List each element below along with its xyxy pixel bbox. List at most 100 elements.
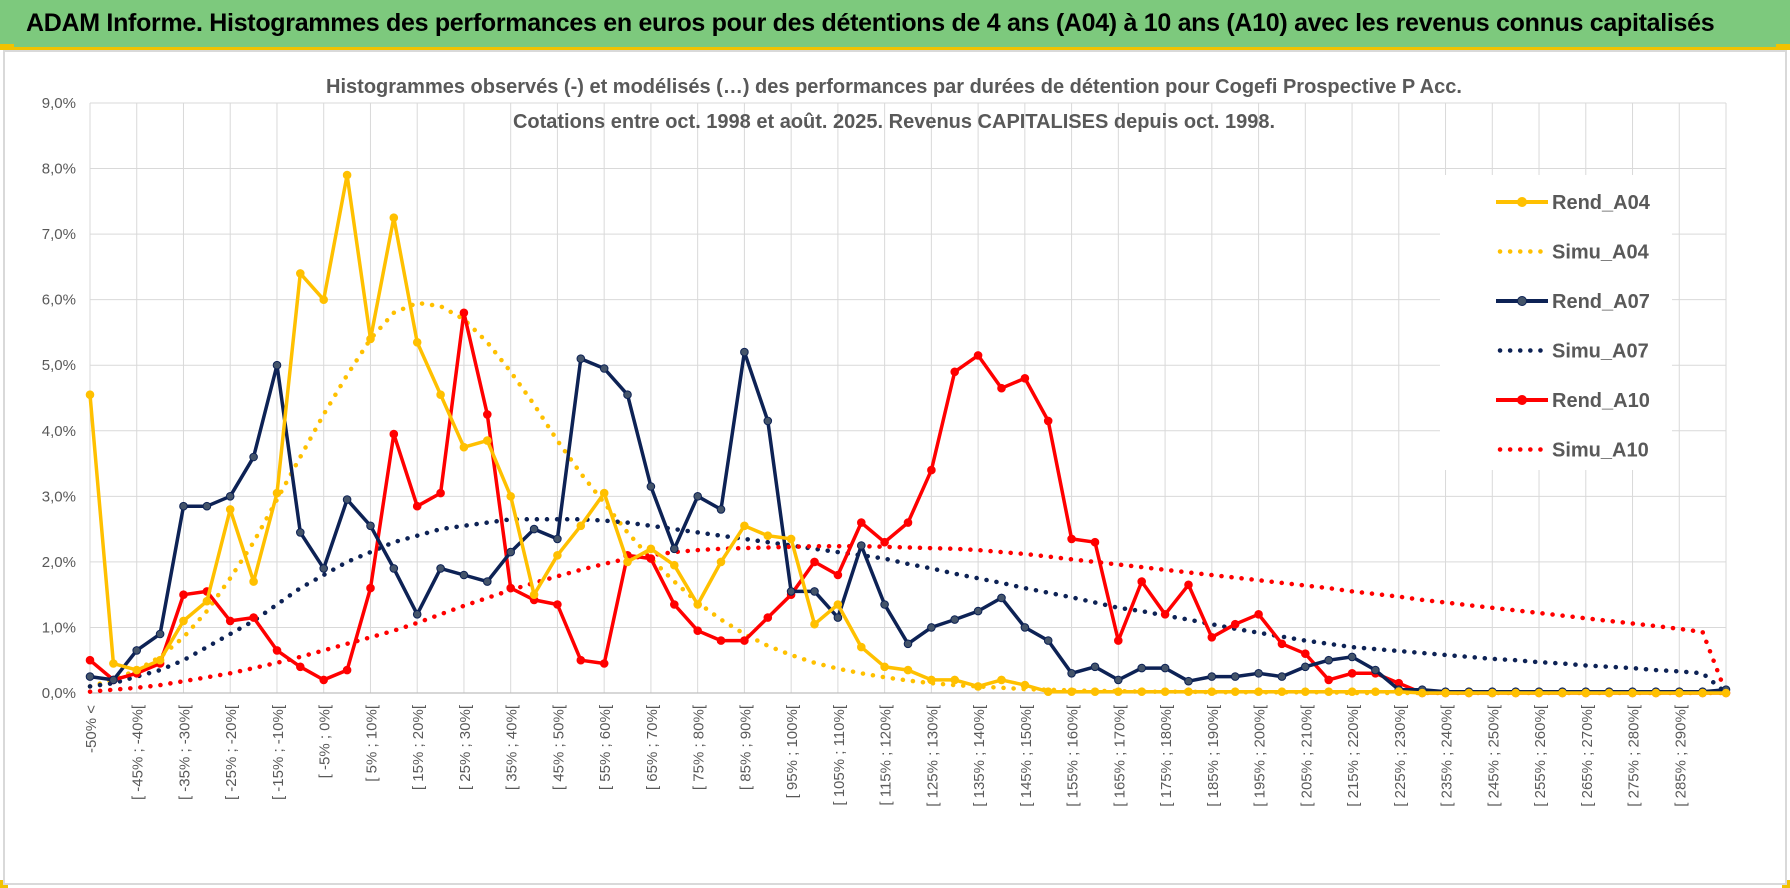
data-point — [1721, 688, 1731, 698]
data-point — [599, 488, 609, 498]
data-point — [459, 570, 469, 580]
y-tick-label: 9,0% — [42, 95, 76, 112]
data-point — [1651, 688, 1661, 698]
data-point — [483, 436, 492, 445]
data-point — [857, 541, 866, 550]
legend-label: Rend_A04 — [1552, 192, 1651, 214]
x-tick-label: [ 5% ; 10%[ — [363, 704, 380, 782]
series-simu-a10 — [87, 543, 1729, 696]
x-tick-label: [ 225% ; 230%[ — [1392, 704, 1409, 807]
data-point — [109, 675, 118, 685]
data-point — [1020, 680, 1030, 690]
data-point — [202, 501, 212, 511]
x-tick-label: [ 45% ; 50%[ — [550, 704, 567, 790]
data-point — [763, 416, 773, 426]
data-point — [810, 619, 819, 629]
data-point — [249, 613, 258, 622]
data-point — [903, 639, 913, 649]
data-point — [786, 534, 796, 544]
x-tick-label: -50% < — [83, 705, 100, 753]
x-tick-label: [ 55% ; 60%[ — [597, 704, 614, 790]
data-point — [927, 465, 936, 475]
data-point — [1230, 619, 1240, 629]
data-point — [342, 170, 352, 180]
data-point — [179, 590, 188, 600]
data-point — [1371, 687, 1380, 697]
data-point — [1324, 675, 1333, 685]
data-point — [179, 501, 188, 511]
corner-accent — [1776, 44, 1790, 50]
data-point — [1604, 688, 1614, 698]
data-point — [272, 646, 282, 655]
axes: 0,0% 1,0% 2,0% 3,0% 4,0% 5,0% 6,0% 7,0% 8,0% 9,0%… — [42, 95, 1726, 807]
header-band: ADAM Informe. Histogrammes des performan… — [0, 0, 1790, 50]
data-point — [763, 613, 773, 622]
data-point — [716, 557, 726, 567]
x-tick-label: [ 175% ; 180%[ — [1158, 704, 1175, 807]
x-tick-label: [ 125% ; 130%[ — [924, 704, 941, 807]
data-point — [1698, 688, 1707, 698]
data-point — [1464, 688, 1474, 698]
data-point — [1090, 662, 1100, 672]
x-tick-label: [ 265% ; 270%[ — [1579, 704, 1596, 807]
data-point — [506, 583, 516, 593]
legend-label: Rend_A07 — [1552, 291, 1650, 313]
x-tick-label: [ -45% ; -40%[ — [130, 704, 147, 800]
x-tick-label: [ 155% ; 160%[ — [1065, 704, 1082, 807]
data-point — [179, 616, 188, 626]
data-point — [646, 482, 656, 491]
y-tick-label: 5,0% — [42, 357, 76, 374]
data-point — [436, 564, 445, 573]
data-point — [1254, 687, 1263, 697]
data-point — [225, 505, 235, 514]
data-point — [529, 590, 539, 600]
x-tick-label: [ 105% ; 110%[ — [831, 704, 848, 805]
data-point — [716, 636, 726, 645]
data-point — [576, 354, 586, 364]
series-line-dotted — [87, 517, 1729, 696]
x-tick-label: [ -35% ; -30%[ — [176, 704, 193, 800]
data-point — [1511, 688, 1520, 698]
data-point — [740, 636, 749, 645]
data-point — [249, 577, 258, 586]
legend-item: Rend_A07 — [1496, 291, 1650, 313]
data-point — [342, 495, 352, 504]
page-title: ADAM Informe. Histogrammes des performan… — [26, 9, 1715, 37]
y-tick-label: 2,0% — [42, 554, 76, 571]
data-point — [132, 646, 141, 655]
data-point — [903, 518, 913, 527]
legend-swatch-marker — [1517, 197, 1527, 207]
data-point — [623, 557, 632, 567]
data-point — [1090, 687, 1100, 697]
data-point — [857, 518, 866, 527]
data-point — [272, 488, 282, 498]
data-point — [202, 596, 212, 606]
data-point — [85, 655, 95, 665]
legend-item: Simu_A10 — [1497, 440, 1649, 462]
data-point — [1417, 688, 1427, 698]
data-point — [1301, 662, 1310, 672]
x-tick-label: [ 95% ; 100%[ — [784, 704, 801, 798]
x-tick-label: [ 195% ; 200%[ — [1252, 704, 1269, 807]
data-point — [1371, 665, 1380, 675]
x-tick-label: [ 65% ; 70%[ — [644, 704, 661, 790]
legend-box — [1440, 175, 1672, 470]
data-point — [576, 521, 586, 531]
data-point — [763, 531, 773, 541]
data-point — [412, 501, 422, 511]
x-tick-label: [ 35% ; 40%[ — [504, 704, 521, 790]
x-tick-label: [ 115% ; 120%[ — [878, 704, 895, 805]
data-point — [997, 383, 1006, 393]
x-tick-label: [ 25% ; 30%[ — [457, 704, 474, 790]
data-point — [436, 488, 445, 498]
legend-label: Rend_A10 — [1552, 390, 1650, 412]
x-tick-label: [ 185% ; 190%[ — [1205, 704, 1222, 807]
legend: Rend_A04 Simu_A04 Rend_A07 Simu_A07 Rend_A10… — [1440, 175, 1672, 470]
data-point — [1090, 537, 1100, 547]
data-point — [1207, 672, 1217, 681]
data-point — [459, 442, 469, 452]
data-point — [927, 623, 936, 632]
data-point — [1324, 655, 1333, 665]
